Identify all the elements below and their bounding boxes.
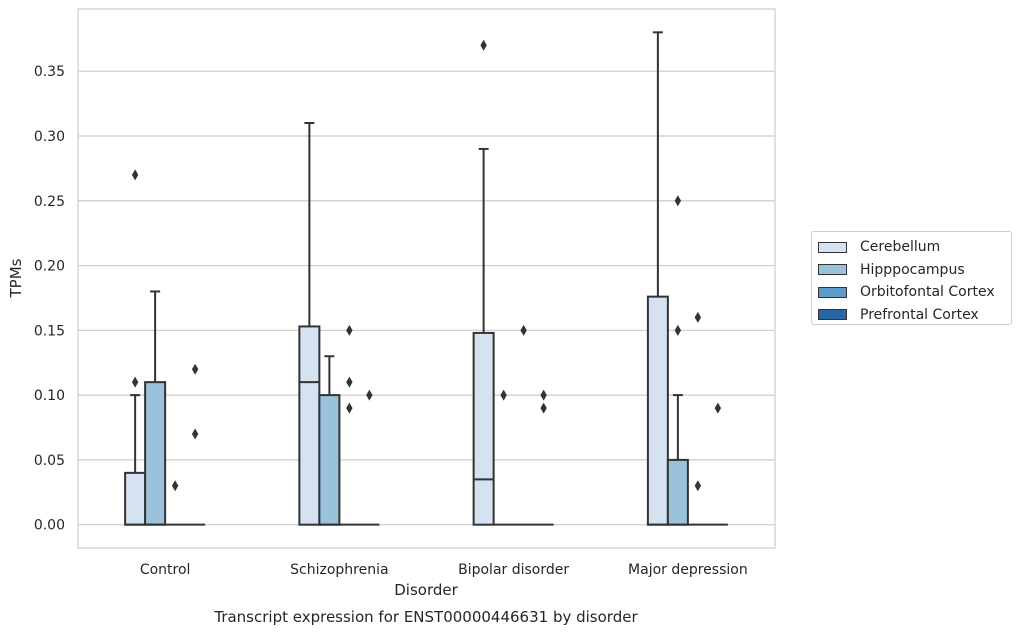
box-group-cerebellum [298,122,321,526]
y-tick-label: 0.25 [34,194,65,210]
box-group-orbitofontal-cortex [339,324,360,526]
x-tick-label: Control [140,562,191,578]
outlier-point [346,324,353,336]
box-group-prefrontal-cortex [359,389,380,526]
outlier-point [131,169,139,181]
legend-swatch-cerebellum [818,241,847,253]
y-tick-label: 0.10 [34,388,65,404]
legend-swatch-prefrontal-cortex [818,309,847,321]
box-group-hipppocampus [318,355,341,526]
y-tick-label: 0.15 [34,323,65,339]
x-axis-label: Disorder [394,581,458,599]
outlier-point [540,389,547,401]
box [666,458,689,526]
box-layer [124,31,728,526]
legend-item: Cerebellum [818,236,1011,259]
legend-swatch-hippocampus [818,264,847,276]
outlier-point [346,376,353,388]
box-group-orbitofontal-cortex [513,324,534,526]
outlier-point [694,480,702,492]
legend-item: Hipppocampus [818,259,1011,282]
x-tick-label: Major depression [628,562,748,578]
grid-layer [78,70,775,526]
y-tick-label: 0.30 [34,129,65,145]
box-group-cerebellum [646,31,669,526]
box-group-hipppocampus [144,290,167,526]
box-group-cerebellum [472,39,495,526]
box [144,381,167,526]
outlier-point [694,311,702,323]
legend-swatch-orbitofrontal-cortex [818,286,847,298]
legend-item: Orbitofontal Cortex [818,281,1011,304]
box-group-orbitofontal-cortex [165,480,186,526]
outlier-point [191,363,199,375]
y-tick-label: 0.00 [34,518,65,534]
box-group-prefrontal-cortex [707,402,728,526]
box-group-cerebellum [124,169,147,526]
y-tick-label: 0.20 [34,259,65,275]
box [318,394,341,526]
box-group-prefrontal-cortex [185,363,206,526]
legend-label: Hipppocampus [860,261,965,278]
outlier-point [714,402,722,414]
outlier-point [131,376,139,388]
box-group-orbitofontal-cortex [687,311,708,526]
x-tick-labels: Control Schizophrenia Bipolar disorder Majo… [140,562,748,578]
legend-label: Orbitofontal Cortex [860,284,995,301]
box [298,325,321,526]
box-group-hipppocampus [666,195,689,526]
box-group-hipppocampus [493,389,514,526]
outlier-point [346,402,353,414]
x-tick-label: Bipolar disorder [458,562,569,578]
outlier-point [500,389,507,401]
outlier-point [520,324,527,336]
outlier-point [171,480,179,492]
box-group-prefrontal-cortex [533,389,554,526]
legend-label: Cerebellum [860,239,941,256]
legend-label: Prefrontal Cortex [860,306,979,323]
chart-title: Transcript expression for ENST0000044663… [213,608,638,626]
box [646,295,669,526]
outlier-point [191,428,199,440]
outlier-point [366,389,373,401]
y-tick-labels: 0.00 0.05 0.10 0.15 0.20 0.25 0.30 0.35 [34,64,65,533]
legend: Cerebellum Hipppocampus Orbitofontal Cor… [811,231,1012,325]
box [124,471,147,526]
outlier-point [480,39,487,51]
legend-item: Prefrontal Cortex [818,304,1011,327]
y-tick-label: 0.35 [34,64,65,80]
y-axis-label: TPMs [7,258,25,298]
y-tick-label: 0.05 [34,453,65,469]
outlier-point [674,324,682,336]
outlier-point [540,402,547,414]
box [472,331,495,526]
x-tick-label: Schizophrenia [290,562,388,578]
plot-frame [77,8,776,549]
outlier-point [674,195,682,207]
